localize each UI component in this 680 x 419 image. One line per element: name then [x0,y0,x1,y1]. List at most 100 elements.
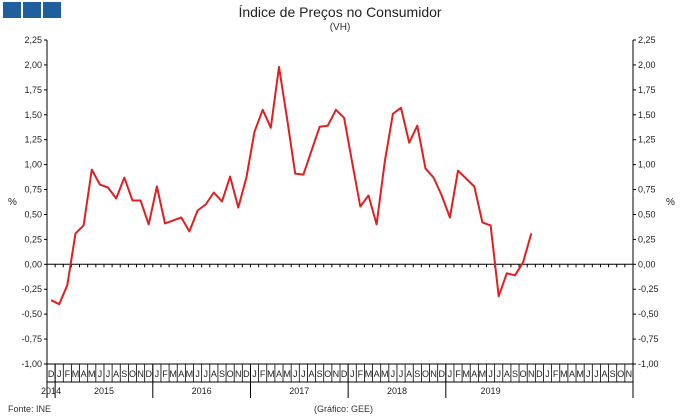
month-label: N [430,369,437,379]
month-label: N [137,369,144,379]
data-point [99,184,101,186]
data-point [140,200,142,202]
month-label: A [81,369,87,379]
right-y-tick-label: 0,75 [638,185,656,195]
month-label: S [610,369,616,379]
month-label: N [235,369,242,379]
month-label: M [479,369,487,379]
month-label: J [195,369,200,379]
month-label: J [496,369,501,379]
data-point [302,174,304,176]
month-label: F [455,369,461,379]
year-label: 2018 [387,386,407,396]
right-y-tick-label: 0,00 [638,259,656,269]
month-label: J [399,369,404,379]
cpi-series-line [50,65,533,306]
month-label: N [528,369,535,379]
data-point [262,109,264,111]
data-point [449,216,451,218]
month-label: D [145,369,152,379]
month-label: M [381,369,389,379]
data-point [245,177,247,179]
data-point [490,224,492,226]
month-label: D [341,369,348,379]
data-point [107,187,109,189]
chart-subtitle: (VH) [329,22,351,33]
data-point [359,205,361,207]
month-label: F [358,369,364,379]
month-label: J [252,369,257,379]
left-y-tick-label: -0,50 [21,309,42,319]
month-label: F [65,369,71,379]
data-point [286,118,288,120]
left-y-tick-label: 1,50 [24,110,42,120]
data-point [441,195,443,197]
month-label: S [219,369,225,379]
data-point [50,299,52,301]
right-y-tick-label: 0,25 [638,234,656,244]
data-point [311,150,313,152]
data-point [433,177,435,179]
right-y-tick-label: -1,00 [638,359,659,369]
left-y-tick-label: 0,25 [24,234,42,244]
month-label: M [72,369,80,379]
chart-title: Índice de Preços no Consumidor [238,4,442,20]
source-note: Fonte: INE [8,404,52,414]
month-label: D [536,369,543,379]
right-y-tick-label: 1,25 [638,135,656,145]
month-label: J [301,369,306,379]
data-point [74,232,76,234]
left-y-tick-label: 2,00 [24,60,42,70]
month-label: A [504,369,510,379]
month-label: F [553,369,559,379]
year-label: 2017 [289,386,309,396]
year-label: 2019 [481,386,501,396]
month-label: M [462,369,470,379]
month-label: D [243,369,250,379]
logo-block-1 [3,2,21,18]
month-label: M [169,369,177,379]
data-point [148,223,150,225]
right-y-tick-label: 2,00 [638,60,656,70]
data-point [473,186,475,188]
data-point [229,176,231,178]
data-point [481,221,483,223]
month-label: J [293,369,298,379]
data-point [172,219,174,221]
data-point [164,222,166,224]
month-label: N [333,369,340,379]
data-point [270,127,272,129]
data-point [335,109,337,111]
right-y-tick-label: 2,25 [638,35,656,45]
year-label: 2015 [94,386,114,396]
month-label: O [520,369,527,379]
data-point [83,224,85,226]
data-point [66,284,68,286]
data-point [498,295,500,297]
month-label: A [471,369,477,379]
year-label: 2014 [41,386,61,396]
month-label: M [267,369,275,379]
logo-block-2 [23,2,41,18]
month-label: A [276,369,282,379]
month-label: A [374,369,380,379]
data-point [416,125,418,127]
data-point [465,178,467,180]
month-label: M [365,369,373,379]
right-y-tick-label: -0,25 [638,284,659,294]
data-point [392,113,394,115]
month-label: S [512,369,518,379]
month-label: S [121,369,127,379]
data-point [522,261,524,263]
data-point [294,173,296,175]
graphic-credit: (Gráfico: GEE) [314,404,374,414]
month-label: M [283,369,291,379]
month-label: J [57,369,62,379]
data-point [400,107,402,109]
right-y-tick-label: 0,50 [638,209,656,219]
data-point [376,223,378,225]
month-label: A [178,369,184,379]
data-point [319,126,321,128]
right-y-tick-label: 1,00 [638,160,656,170]
